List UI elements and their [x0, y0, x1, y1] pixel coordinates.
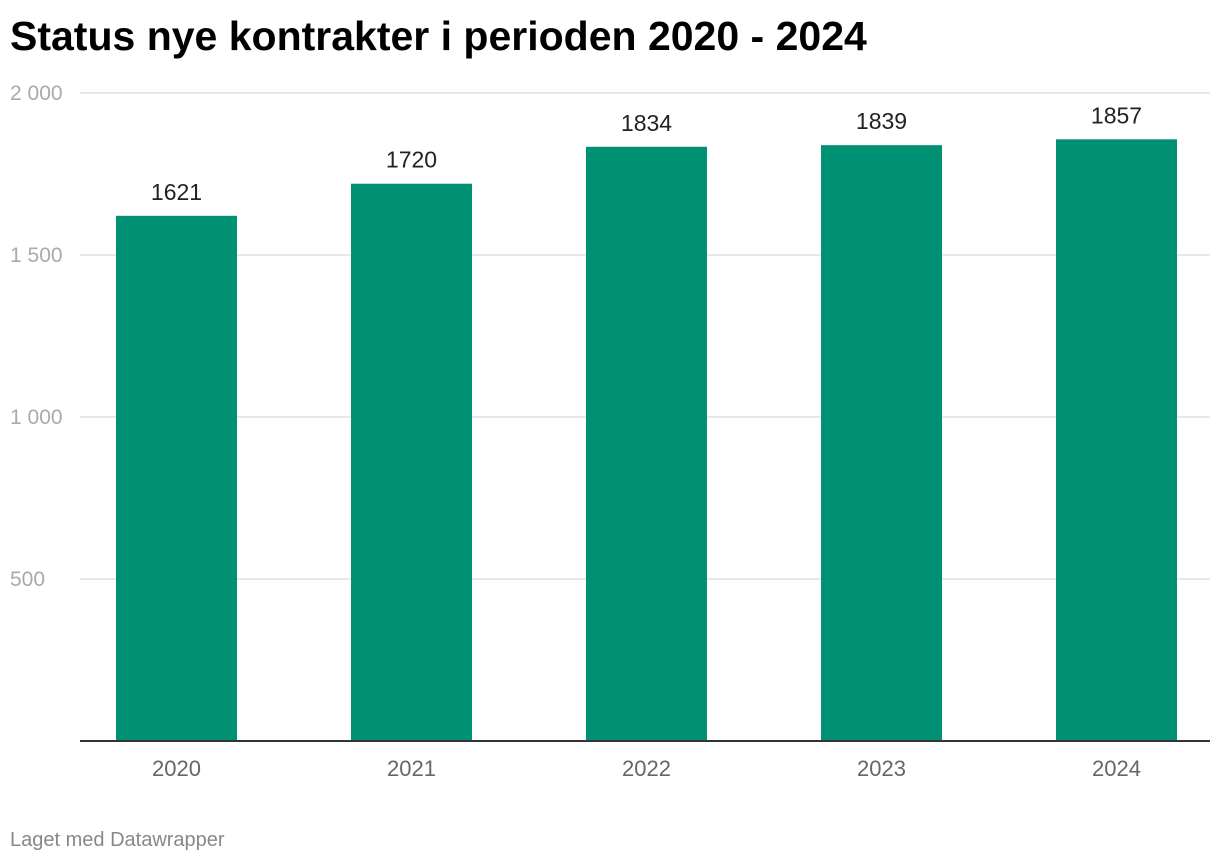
y-tick-label: 1 500 [10, 244, 63, 267]
data-label-2023: 1839 [856, 108, 907, 134]
x-tick-label-2023: 2023 [857, 756, 906, 781]
bar-2021 [351, 183, 472, 742]
data-label-2020: 1621 [151, 179, 202, 205]
data-label-2022: 1834 [621, 110, 672, 136]
bar-2024 [1056, 139, 1177, 741]
chart-title: Status nye kontrakter i perioden 2020 - … [10, 13, 867, 59]
x-tick-label-2024: 2024 [1092, 756, 1141, 781]
footer-credit: Laget med Datawrapper [10, 829, 225, 851]
data-label-2024: 1857 [1091, 102, 1142, 128]
data-labels: 1621 1720 1834 1839 1857 [151, 102, 1142, 204]
x-tick-label-2022: 2022 [622, 756, 671, 781]
bars [116, 139, 1177, 742]
x-axis-labels: 2020 2021 2022 2023 2024 [152, 756, 1141, 781]
x-tick-label-2020: 2020 [152, 756, 201, 781]
y-axis-labels: 500 1 000 1 500 2 000 [10, 82, 63, 591]
bar-2022 [586, 146, 707, 741]
bar-2020 [116, 215, 237, 741]
y-tick-label: 2 000 [10, 82, 63, 105]
data-label-2021: 1720 [386, 147, 437, 173]
x-tick-label-2021: 2021 [387, 756, 436, 781]
y-tick-label: 500 [10, 568, 45, 591]
bar-2023 [821, 145, 942, 741]
y-tick-label: 1 000 [10, 406, 63, 429]
